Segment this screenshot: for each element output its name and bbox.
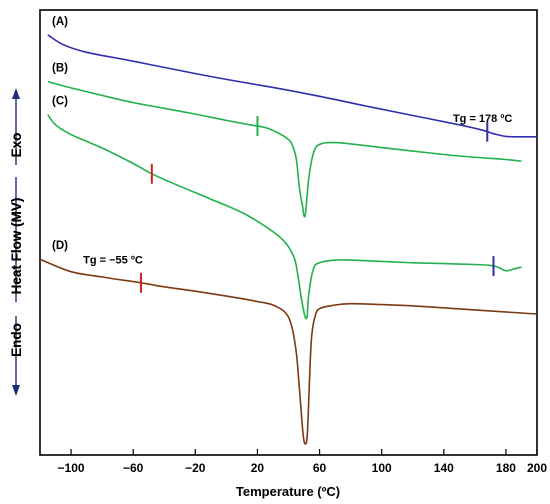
y-label-endo: Endo bbox=[9, 323, 24, 357]
curve-b bbox=[47, 80, 522, 218]
x-tick-label: 200 bbox=[527, 461, 547, 475]
x-tick-label: −100 bbox=[58, 461, 85, 475]
tg-annotation-a: Tg = 178 ºC bbox=[453, 113, 512, 125]
x-tick-label: 100 bbox=[372, 461, 392, 475]
x-tick-label: −20 bbox=[185, 461, 206, 475]
y-axis-gap-2 bbox=[11, 302, 21, 316]
tg-annotation-d: Tg = −55 ºC bbox=[83, 255, 143, 267]
x-tick-label: 60 bbox=[313, 461, 327, 475]
x-axis-title: Temperature (ºC) bbox=[236, 484, 340, 499]
plot-frame bbox=[39, 9, 538, 456]
curves-layer bbox=[39, 34, 538, 445]
x-tick-label: −60 bbox=[123, 461, 144, 475]
y-axis-title: Exo Heat Flow (MV) Endo Exo Heat Flow (M… bbox=[9, 88, 24, 396]
panel-label-c: (C) bbox=[52, 96, 68, 108]
x-axis-ticks: −100 −60 −20 20 60 100 140 180 200 bbox=[58, 449, 547, 475]
panel-label-b: (B) bbox=[52, 63, 68, 75]
y-label-heatflow-top: Heat Flow (MV) bbox=[9, 198, 24, 295]
curve-a bbox=[47, 34, 538, 138]
y-label-endo-top: Endo bbox=[9, 323, 24, 357]
y-label-exo: Exo bbox=[9, 133, 24, 158]
endo-arrow-icon bbox=[12, 385, 20, 396]
panel-label-d: (D) bbox=[52, 240, 68, 252]
y-label-exo-top: Exo bbox=[9, 133, 24, 158]
y-label-heatflow: Heat Flow (MV) bbox=[9, 198, 24, 295]
x-tick-label: 180 bbox=[496, 461, 516, 475]
curve-c bbox=[47, 114, 522, 320]
curve-d bbox=[39, 258, 538, 445]
exo-arrow-icon bbox=[12, 88, 20, 99]
x-tick-label: 140 bbox=[434, 461, 454, 475]
x-tick-label: 20 bbox=[251, 461, 265, 475]
panel-label-a: (A) bbox=[52, 16, 68, 28]
panel-labels: (A) (B) (C) (D) bbox=[52, 16, 68, 252]
y-axis-gap-1 bbox=[11, 165, 21, 177]
